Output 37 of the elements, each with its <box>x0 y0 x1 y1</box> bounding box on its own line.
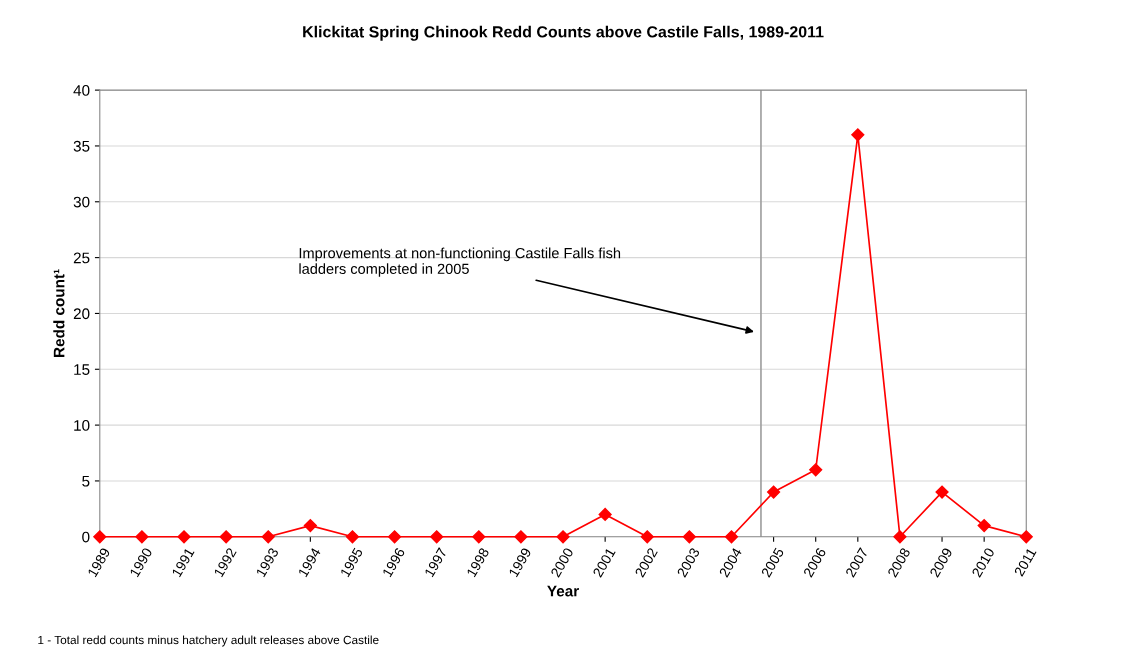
chart-title: Klickitat Spring Chinook Redd Counts above Castile Falls, 1989-2011 <box>303 25 824 41</box>
point <box>472 530 486 544</box>
point <box>935 485 949 499</box>
point <box>177 530 191 544</box>
point <box>261 530 275 544</box>
y-tick-label: 25 <box>73 252 90 264</box>
point <box>345 530 360 544</box>
point <box>640 530 654 544</box>
y-tick-label: 5 <box>82 475 90 487</box>
point <box>1019 530 1033 544</box>
point <box>303 519 317 533</box>
point <box>724 530 739 544</box>
point <box>809 463 823 477</box>
point <box>556 530 570 544</box>
point <box>977 519 991 533</box>
point <box>387 530 402 544</box>
y-tick-label: 15 <box>74 364 90 375</box>
y-tick-label: 0 <box>82 531 90 543</box>
text: 1 - Total redd counts minus hatchery adult releases above Castile <box>38 635 379 647</box>
point <box>430 530 444 544</box>
x-axis-title: Year <box>547 585 579 597</box>
point <box>893 530 907 544</box>
point <box>219 530 233 544</box>
y-tick-label: 35 <box>73 140 90 152</box>
y-tick-label: 10 <box>74 419 90 431</box>
y-axis-title: Redd count¹ <box>53 269 65 357</box>
point <box>851 128 865 142</box>
annotation: Improvements at non-functioning Castile Falls fish ladders completed in 2005 <box>299 247 621 277</box>
point <box>135 530 149 544</box>
y-tick-label: 40 <box>73 84 90 96</box>
point <box>767 485 781 499</box>
y-tick-label: 30 <box>73 196 90 208</box>
point <box>93 530 107 544</box>
point <box>514 530 528 544</box>
point <box>598 507 612 522</box>
y-tick-label: 20 <box>73 308 90 320</box>
point <box>682 530 696 544</box>
